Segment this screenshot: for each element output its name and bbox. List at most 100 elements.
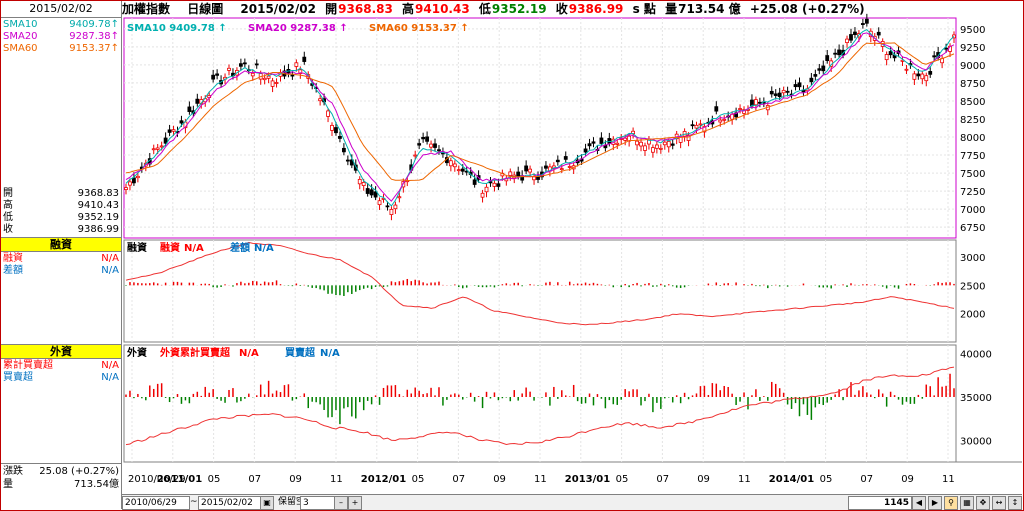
x-axis-tick: 05: [208, 474, 221, 485]
candle-body: [341, 147, 346, 153]
price-legend-item: SMA20 9287.38 ↑: [248, 23, 348, 34]
low-value: 9352.19: [491, 2, 547, 16]
candle-body: [864, 18, 869, 24]
margin-panel-frame: [123, 239, 957, 343]
change-label: 漲跌: [3, 466, 23, 477]
ohlc-row-0: 開 9368.83: [3, 188, 119, 200]
candle-body: [227, 67, 231, 71]
candle-body: [662, 141, 667, 146]
candle-body: [357, 178, 362, 185]
expand-icon[interactable]: ↕: [1008, 496, 1022, 510]
zoom-out-button[interactable]: –: [334, 496, 348, 510]
ma-row-sma20: SMA20 9287.38↑: [3, 31, 119, 43]
candle-body: [686, 134, 691, 141]
candle-body: [452, 163, 457, 168]
candle-body: [623, 137, 628, 141]
price-y-tick: 6750: [960, 223, 985, 234]
candle-body: [215, 73, 220, 76]
candle-body: [484, 186, 489, 193]
candle-body: [302, 56, 307, 62]
candle-body: [654, 144, 659, 149]
candle-body: [417, 143, 422, 146]
change-row: 漲跌 25.08 (+0.27%): [3, 466, 119, 478]
candle-body: [643, 145, 647, 151]
ma-row-sma10-value: 9409.78↑: [69, 19, 119, 30]
candle-body: [528, 168, 532, 173]
margin-legend-title: 融資: [127, 241, 147, 254]
x-axis-tick: 09: [697, 474, 710, 485]
ma-row-sma60: SMA60 9153.37↑: [3, 43, 119, 55]
candle-body: [635, 140, 639, 146]
candle-body: [833, 52, 838, 55]
candle-body: [702, 125, 707, 133]
candle-body: [793, 84, 798, 88]
candle-body: [163, 137, 168, 144]
candle-body: [345, 159, 350, 162]
margin-panel-title: 融資: [1, 237, 121, 252]
divider: [1, 463, 121, 464]
candle-body: [433, 143, 437, 148]
foreign-row-0-label: 累計買賣超: [3, 360, 53, 371]
search-icon[interactable]: ⚲: [944, 496, 958, 510]
candle-body: [338, 135, 342, 139]
ohlc-row-2-value: 9352.19: [77, 212, 119, 223]
move-icon[interactable]: ✥: [976, 496, 990, 510]
candle-body: [326, 110, 330, 117]
candle-body: [393, 204, 398, 210]
foreign-row-1-value: N/A: [101, 372, 119, 383]
candle-body: [754, 99, 758, 106]
margin-row-0-label: 融資: [3, 253, 23, 264]
candle-body: [722, 118, 727, 121]
candle-body: [437, 149, 441, 152]
candle-body: [448, 160, 453, 167]
volume-value-h: 713.54 億: [678, 2, 741, 16]
foreign-legend-value: N/A: [320, 348, 340, 359]
margin-legend-name: 融資: [160, 241, 180, 254]
candle-body: [187, 106, 192, 112]
scroll-right-button[interactable]: ▶: [928, 496, 942, 510]
candle-body: [413, 154, 418, 157]
margin-y-tick: 2500: [960, 281, 985, 292]
candle-body: [369, 189, 374, 196]
candle-body: [318, 98, 323, 102]
foreign-cumulative-line: [125, 366, 955, 446]
fit-icon[interactable]: ↔: [992, 496, 1006, 510]
x-axis-tick: 11: [534, 474, 547, 485]
price-legend-item: SMA10 9409.78 ↑: [127, 23, 227, 34]
candle-body: [361, 182, 366, 186]
scroll-left-button[interactable]: ◀: [912, 496, 926, 510]
x-axis-tick: 05: [820, 474, 833, 485]
bottom-toolbar: 2010/06/29 ~ 2015/02/02 ▣ 保留空間 3 – + 114…: [122, 494, 1022, 510]
zoom-in-button[interactable]: +: [348, 496, 362, 510]
keep-space-input[interactable]: 3: [300, 496, 336, 510]
price-legend-item: SMA60 9153.37 ↑: [369, 23, 469, 34]
candle-body: [920, 73, 925, 80]
x-axis-tick: 07: [248, 474, 261, 485]
candle-body: [167, 129, 172, 133]
candle-body: [639, 141, 643, 147]
lock-icon[interactable]: ▣: [260, 496, 274, 510]
candle-body: [738, 108, 742, 110]
candle-body: [492, 182, 497, 187]
close-value: 9386.99: [568, 2, 624, 16]
range-end-field[interactable]: 2015/02/02: [198, 496, 262, 510]
price-y-tick: 9250: [960, 43, 985, 54]
ohlc-row-3-label: 收: [3, 224, 13, 235]
margin-legend-value: N/A: [254, 243, 274, 254]
candle-body: [718, 119, 723, 123]
header-date: 2015/02/02: [240, 2, 316, 16]
foreign-panel-title: 外資: [1, 344, 121, 359]
candle-body: [690, 124, 695, 127]
x-axis-tick: 07: [860, 474, 873, 485]
candle-body: [734, 112, 739, 118]
ohlc-row-1-value: 9410.43: [77, 200, 119, 211]
candle-body: [128, 181, 132, 186]
panel-date: 2015/02/02: [1, 1, 121, 18]
candle-body: [777, 92, 782, 98]
candle-body: [888, 51, 893, 56]
range-start-field[interactable]: 2010/06/29: [122, 496, 190, 510]
price-y-tick: 9000: [960, 61, 985, 72]
high-value: 9410.43: [415, 2, 470, 16]
chart-type-icon[interactable]: ▦: [960, 496, 974, 510]
